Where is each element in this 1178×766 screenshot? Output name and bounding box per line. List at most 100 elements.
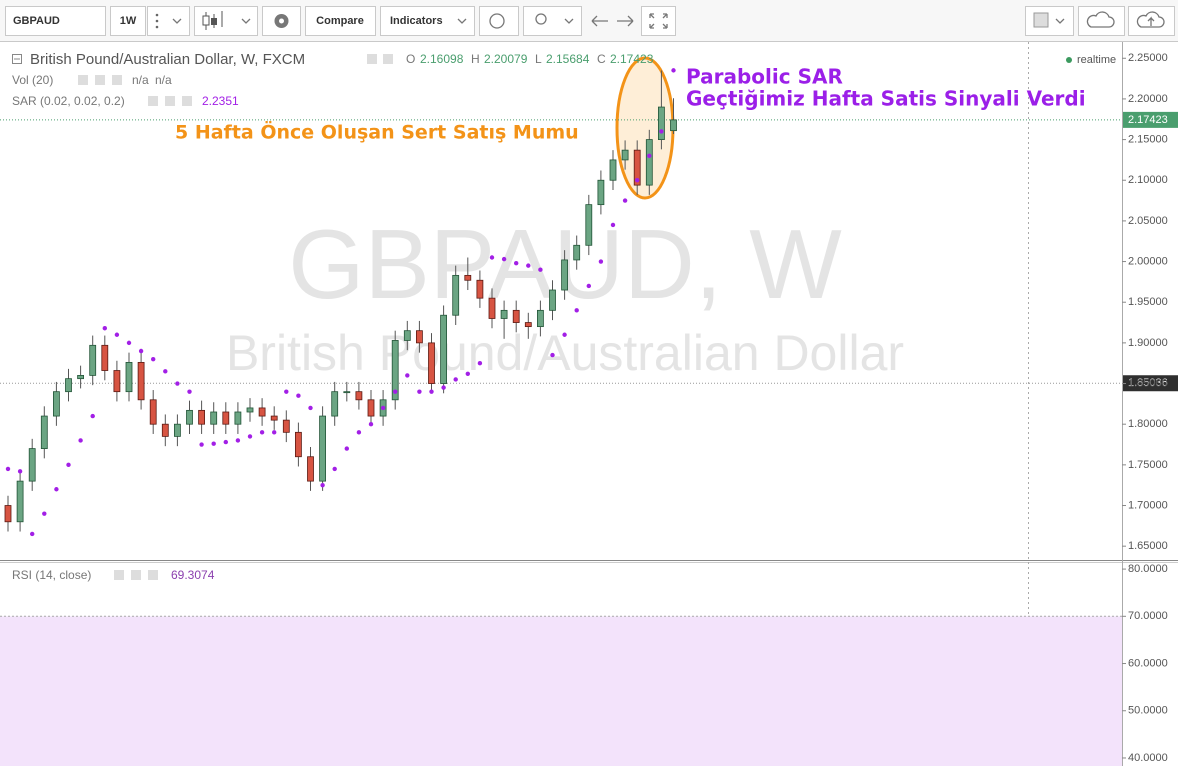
sar-dot [296,393,301,398]
y-tick-label: 1.85000 [1128,377,1168,389]
legend-icon[interactable] [148,570,158,580]
sar-dot [163,369,168,374]
symbol-box[interactable] [5,6,106,36]
sar-dot [199,442,204,447]
alert-icon [489,13,505,29]
legend-icon[interactable] [114,570,124,580]
last-price-tag [1123,111,1178,128]
compare[interactable]: Compare [316,15,364,27]
indicators[interactable]: Indicators [390,15,443,27]
candle-body [367,399,375,417]
candle-body [415,330,423,344]
chart-style[interactable] [194,6,258,36]
undo[interactable] [591,15,608,27]
y-tick-label: 60.0000 [1128,657,1168,669]
sar-dot [501,256,507,262]
symbol[interactable]: GBPAUD [13,15,60,27]
candle-body [403,330,411,341]
candle-body [645,139,653,186]
sar-dot [586,283,591,289]
chevron [172,18,182,24]
ohlc-value: 2.16098 [420,52,464,66]
sar-dot [538,267,543,272]
chevron [1055,18,1065,24]
sar-dot [622,198,628,203]
candle-body [53,391,60,417]
ohlc-letter: L [535,52,542,66]
sar-dot [272,430,277,435]
sar-dot [78,438,83,443]
sar-dot [659,129,664,134]
status: realtime [1077,54,1116,66]
sar-dot [211,441,216,446]
sar-dot [247,434,253,439]
status-dot [1066,57,1072,63]
candle-body [186,409,193,425]
sar-dot [368,421,374,427]
compare-box[interactable] [305,6,376,36]
chevron [241,18,251,24]
sar-dot [647,153,652,159]
sar-dot [550,352,555,358]
sar-dot [5,466,11,472]
y-tick-label: 2.20000 [1128,93,1168,105]
sar-dot [308,405,313,411]
interval-menu[interactable] [147,6,190,36]
layout-icon [1033,12,1049,28]
legend-icon[interactable] [182,96,192,106]
candle-body [294,431,302,458]
sar-dot [393,389,398,394]
sar-dot [514,260,519,266]
y-tick-label: 80.0000 [1128,563,1168,575]
y-tick-label: 40.0000 [1128,752,1168,764]
y-tick-label: 2.15000 [1128,133,1168,145]
price-pane [0,42,1122,560]
indicators-box[interactable] [380,6,475,36]
candle-body [621,149,629,161]
redo[interactable] [617,15,634,27]
volume-value: n/a [155,73,172,87]
legend-icon[interactable] [78,75,88,85]
candle-body [391,340,399,401]
rsi-legend: RSI (14, close) [12,568,91,582]
sar-value: 2.2351 [202,94,239,108]
ohlc-letter: O [406,52,415,66]
candle-body [585,204,593,246]
candle-body [210,411,218,425]
candle-body [597,179,605,206]
interval[interactable]: 1W [120,15,137,27]
candle-body [512,309,520,323]
cloud-save[interactable] [1078,6,1125,36]
layout[interactable] [1025,6,1074,36]
volume-value: n/a [132,73,149,87]
legend-icon[interactable] [112,75,122,85]
sar-dot [574,308,579,313]
legend-icon[interactable] [367,54,377,64]
legend-icon[interactable] [148,96,158,106]
y-tick-label: 1.90000 [1128,337,1168,349]
fullscreen[interactable] [641,6,676,36]
alert[interactable] [479,6,519,36]
sar-dot [598,259,604,264]
candle-body [476,279,484,299]
sar-dot [320,482,325,488]
series-title: British Pound/Australian Dollar, W, FXCM [30,51,305,68]
legend-icon[interactable] [131,570,141,580]
candle-body [609,159,617,181]
candle-body [282,419,290,433]
y-tick-label: 2.00000 [1128,255,1168,267]
sar-dot [610,222,616,228]
last-price-label: 2.17423 [1128,114,1168,126]
candle-body [16,480,24,523]
legend-icon[interactable] [95,75,105,85]
sar-dot [138,348,144,354]
watermark: GBPAUD, W British Pound/Australian Dolla… [226,209,904,381]
legend-icon[interactable] [383,54,393,64]
interval-box[interactable] [110,6,146,36]
candle-body [40,415,48,449]
legend-icon[interactable] [165,96,175,106]
candle-body [464,274,472,281]
ideas[interactable] [523,6,582,36]
candle-body [258,407,266,417]
candle-body [428,342,435,384]
